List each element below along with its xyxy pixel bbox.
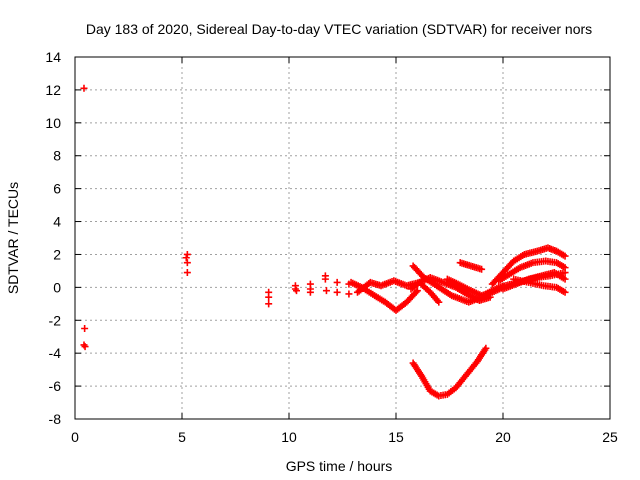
- data-track: [347, 278, 421, 314]
- data-point: [561, 288, 569, 296]
- y-tick-label: 6: [53, 181, 61, 197]
- y-tick-label: -4: [49, 345, 62, 361]
- y-tick-label: -2: [49, 312, 62, 328]
- x-axis-label: GPS time / hours: [286, 458, 393, 474]
- data-point: [321, 275, 329, 283]
- data-point: [561, 275, 569, 283]
- y-tick-label: 2: [53, 246, 61, 262]
- y-tick-label: 12: [45, 82, 61, 98]
- data-point: [482, 344, 490, 352]
- plot-frame: [74, 56, 611, 420]
- data-point: [81, 343, 89, 351]
- data-point: [333, 278, 341, 286]
- data-point: [345, 290, 353, 298]
- x-tick-label: 15: [388, 429, 404, 445]
- data-point: [265, 300, 273, 308]
- y-tick-label: -8: [49, 411, 62, 427]
- data-point: [478, 265, 486, 273]
- data-point: [265, 293, 273, 301]
- x-tick-label: 0: [71, 429, 79, 445]
- data-track: [456, 259, 486, 273]
- data-point: [413, 287, 421, 295]
- data-point: [306, 288, 314, 296]
- data-point: [561, 252, 569, 260]
- data-point: [412, 288, 420, 296]
- y-tick-label: 14: [45, 49, 61, 65]
- x-tick-label: 25: [602, 429, 618, 445]
- y-tick-label: 0: [53, 279, 61, 295]
- data-point: [561, 264, 569, 272]
- data-track: [510, 275, 569, 296]
- data-point: [182, 254, 190, 262]
- data-point: [435, 298, 443, 306]
- tick-labels: 0 5 10 15 20 25 -8 -6 -4 -2 0 2 4 6 8 10 12 14: [45, 49, 618, 445]
- data-point: [322, 287, 330, 295]
- y-tick-label: 4: [53, 214, 61, 230]
- data-point: [183, 259, 191, 267]
- data-point: [80, 84, 88, 92]
- y-tick-label: -6: [49, 378, 62, 394]
- y-axis-label: SDTVAR / TECUs: [5, 182, 21, 294]
- x-tick-label: 20: [495, 429, 511, 445]
- data-point: [183, 269, 191, 277]
- x-tick-label: 10: [281, 429, 297, 445]
- chart-title: Day 183 of 2020, Sidereal Day-to-day VTE…: [86, 21, 592, 37]
- data-point: [183, 250, 191, 258]
- data-points: [80, 84, 569, 400]
- y-tick-label: 8: [53, 148, 61, 164]
- data-track: [495, 257, 569, 285]
- data-track: [353, 277, 443, 306]
- x-tick-label: 5: [178, 429, 186, 445]
- data-point: [292, 287, 300, 295]
- y-tick-label: 10: [45, 115, 61, 131]
- data-point: [81, 325, 89, 332]
- data-track: [409, 262, 486, 306]
- data-point: [333, 288, 341, 296]
- data-track: [409, 344, 490, 400]
